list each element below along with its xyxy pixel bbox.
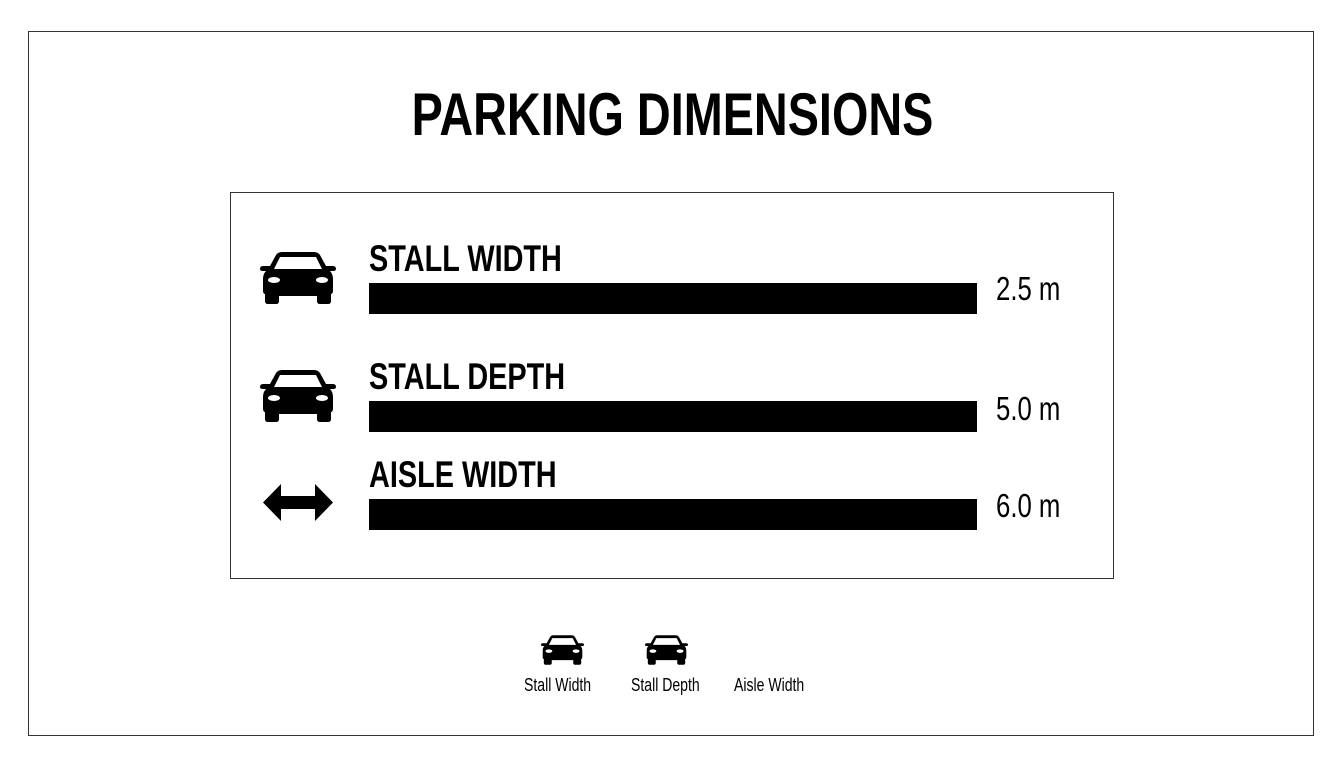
bar-stall-depth (369, 401, 977, 432)
value-stall-width: 2.5 m (996, 270, 1061, 307)
legend-car-front-icon (541, 635, 584, 665)
car-front-icon (260, 252, 336, 304)
row-label-stall-width: STALL WIDTH (369, 238, 562, 279)
legend-label-aisle-width: Aisle Width (734, 675, 805, 695)
legend-car-front-icon (645, 635, 688, 665)
car-front-icon (260, 370, 336, 422)
outer-frame (28, 31, 1314, 736)
double-arrow-icon (263, 484, 333, 521)
value-stall-depth: 5.0 m (996, 390, 1061, 427)
row-label-stall-depth: STALL DEPTH (369, 356, 566, 397)
bar-stall-width (369, 283, 977, 314)
bar-aisle-width (369, 499, 977, 530)
page-title: PARKING DIMENSIONS (411, 81, 933, 148)
row-label-aisle-width: AISLE WIDTH (369, 454, 557, 495)
legend-label-stall-depth: Stall Depth (631, 675, 700, 695)
dimensions-panel (230, 192, 1114, 579)
value-aisle-width: 6.0 m (996, 487, 1061, 524)
legend-label-stall-width: Stall Width (524, 675, 592, 695)
